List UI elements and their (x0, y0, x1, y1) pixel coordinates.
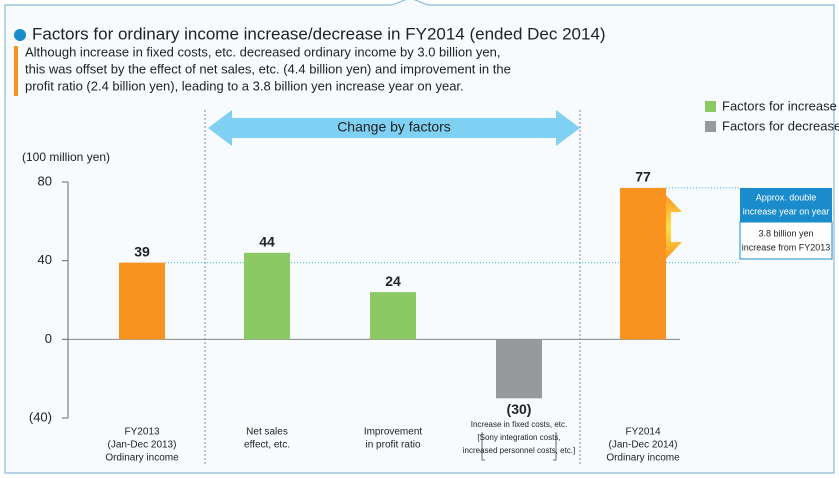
subtitle: profit ratio (2.4 billion yen), leading … (25, 78, 464, 93)
value-label: (30) (507, 401, 532, 417)
subtitle: this was offset by the effect of net sal… (25, 61, 511, 76)
range-arrow (208, 110, 580, 146)
bar (496, 339, 542, 399)
bar (370, 292, 416, 340)
legend-label: Factors for decrease (722, 118, 839, 133)
value-label: 44 (259, 234, 275, 250)
box-top (740, 188, 832, 222)
x-tick-label: FY2013 (124, 427, 159, 438)
y-tick-label: 80 (38, 173, 52, 188)
bar (119, 262, 165, 340)
value-label: 24 (385, 273, 401, 289)
x-tick-label: Net sales (246, 427, 288, 438)
legend-swatch (705, 101, 716, 112)
value-label: 77 (635, 169, 651, 185)
box-bottom (739, 221, 833, 260)
value-label: 39 (134, 243, 150, 259)
box-text: increase year on year (743, 206, 830, 216)
x-tick-label: effect, etc. (244, 440, 290, 451)
x-tick-label: Ordinary income (105, 453, 179, 464)
title-dot (14, 29, 26, 41)
x-tick-label: (Jan-Dec 2014) (609, 440, 678, 451)
y-axis-label: (100 million yen) (22, 150, 110, 164)
x-tick-label: Increase in fixed costs, etc. (471, 420, 568, 429)
box-text: 3.8 billion yen (758, 228, 813, 238)
panel (4, 0, 835, 474)
x-tick-label: (Jan-Dec 2013) (108, 440, 177, 451)
legend-swatch (705, 121, 716, 132)
y-tick-label: 0 (45, 331, 52, 346)
box-text: increase from FY2013 (742, 242, 831, 252)
bar (620, 187, 666, 340)
legend-label: Factors for increase (722, 98, 837, 113)
x-tick-label: Ordinary income (606, 453, 680, 464)
x-tick-label: in profit ratio (365, 440, 420, 451)
x-tick-label: Improvement (364, 427, 423, 438)
x-tick-label: FY2014 (625, 427, 660, 438)
subtitle: Although increase in fixed costs, etc. d… (25, 44, 500, 59)
y-tick-label: 40 (38, 252, 52, 267)
box-text: Approx. double (756, 192, 817, 202)
y-tick-label: (40) (29, 409, 52, 424)
range-arrow-label: Change by factors (337, 119, 451, 135)
subtitle-bar (14, 46, 18, 96)
x-tick-label: increased personnel costs, etc.] (463, 446, 576, 455)
x-tick-label: [Sony integration costs, (477, 433, 560, 442)
bar (244, 252, 290, 340)
bracket (481, 432, 557, 461)
chart-title: Factors for ordinary income increase/dec… (32, 24, 606, 43)
